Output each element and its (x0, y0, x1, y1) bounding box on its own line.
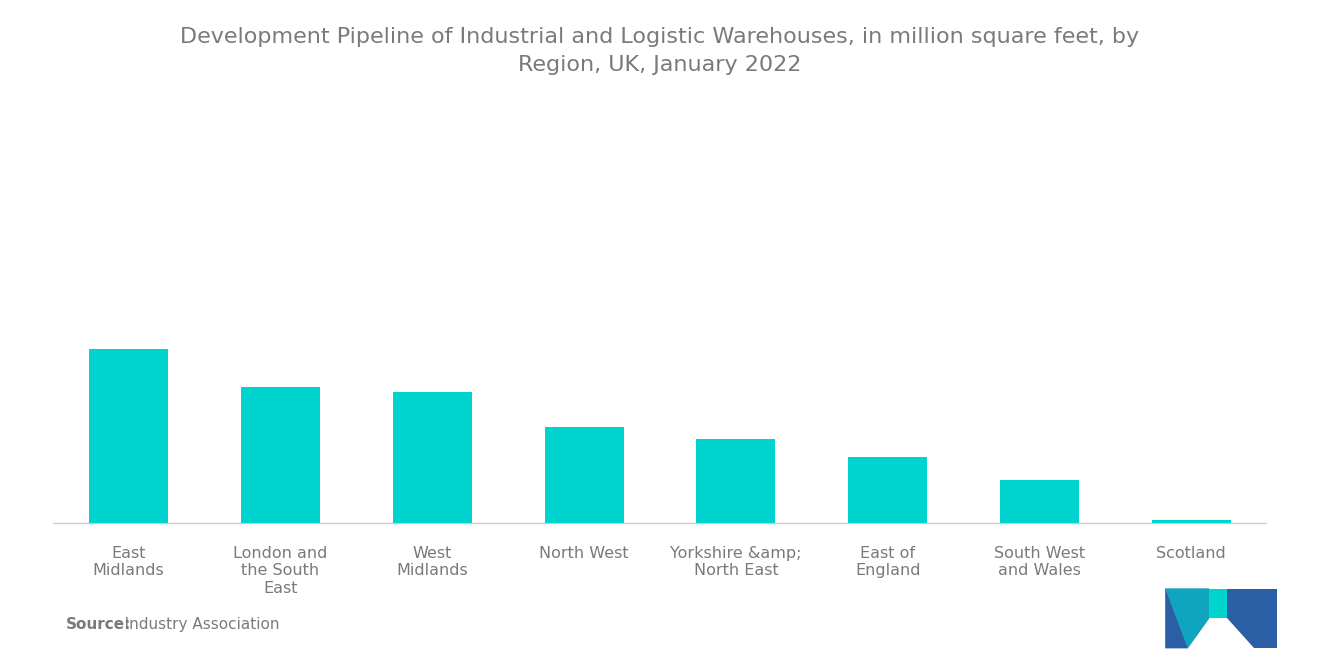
Bar (849, 457, 927, 523)
Bar (90, 348, 168, 523)
Bar (545, 427, 623, 523)
Bar (1152, 520, 1230, 523)
Text: Source:: Source: (66, 616, 132, 632)
Polygon shape (1209, 589, 1226, 618)
Polygon shape (1226, 589, 1276, 648)
Bar (697, 440, 775, 523)
Polygon shape (1166, 589, 1209, 648)
Text: Development Pipeline of Industrial and Logistic Warehouses, in million square fe: Development Pipeline of Industrial and L… (181, 27, 1139, 74)
Text: Industry Association: Industry Association (110, 616, 279, 632)
Bar (242, 387, 319, 523)
Bar (393, 392, 471, 523)
Polygon shape (1166, 589, 1209, 648)
Bar (1001, 479, 1078, 523)
